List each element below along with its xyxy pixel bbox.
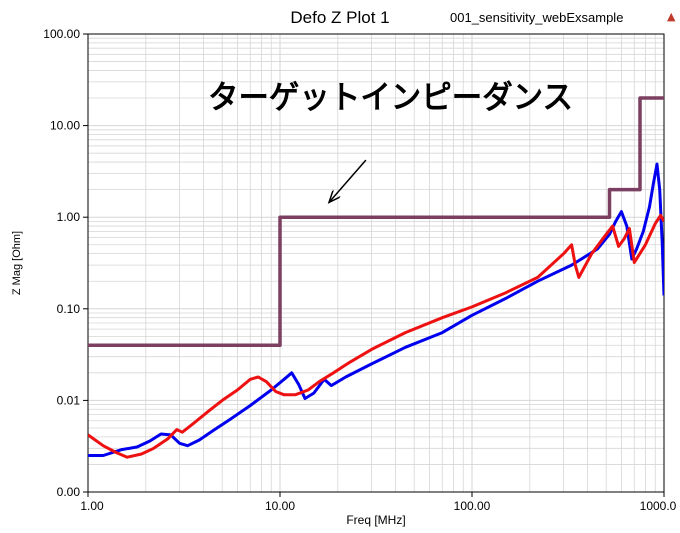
chart-title: Defo Z Plot 1 <box>290 8 390 27</box>
annotation-arrow <box>329 159 367 202</box>
y-tick-label: 100.00 <box>43 27 80 41</box>
x-tick-label: 1.00 <box>80 499 104 513</box>
y-axis-label: Z Mag [Ohm] <box>11 231 23 295</box>
y-tick-label: 0.01 <box>57 393 81 407</box>
target-impedance-line <box>88 96 664 348</box>
y-axis-ticks: 0.00 0.01 0.10 1.00 10.00 100.00 <box>43 27 88 499</box>
grid-lines <box>87 34 664 493</box>
ansys-logo-icon: ▲ <box>667 10 676 23</box>
target-impedance-annotation: ターゲットインピーダンス <box>208 78 573 116</box>
x-tick-label: 1000.0 <box>640 499 677 513</box>
y-tick-label: 0.00 <box>57 485 81 499</box>
x-axis-label: Freq [MHz] <box>346 513 405 527</box>
red-impedance-line <box>88 213 664 459</box>
y-tick-label: 0.10 <box>57 302 81 316</box>
chart-subtitle: 001_sensitivity_webExsample <box>450 10 624 25</box>
blue-impedance-line <box>88 162 664 457</box>
x-tick-label: 100.00 <box>454 499 491 513</box>
x-tick-label: 10.00 <box>265 499 295 513</box>
series-group <box>88 96 664 459</box>
y-tick-label: 1.00 <box>57 210 81 224</box>
y-tick-label: 10.00 <box>50 119 80 133</box>
x-axis-ticks: 1.00 10.00 100.00 1000.0 <box>80 492 677 513</box>
